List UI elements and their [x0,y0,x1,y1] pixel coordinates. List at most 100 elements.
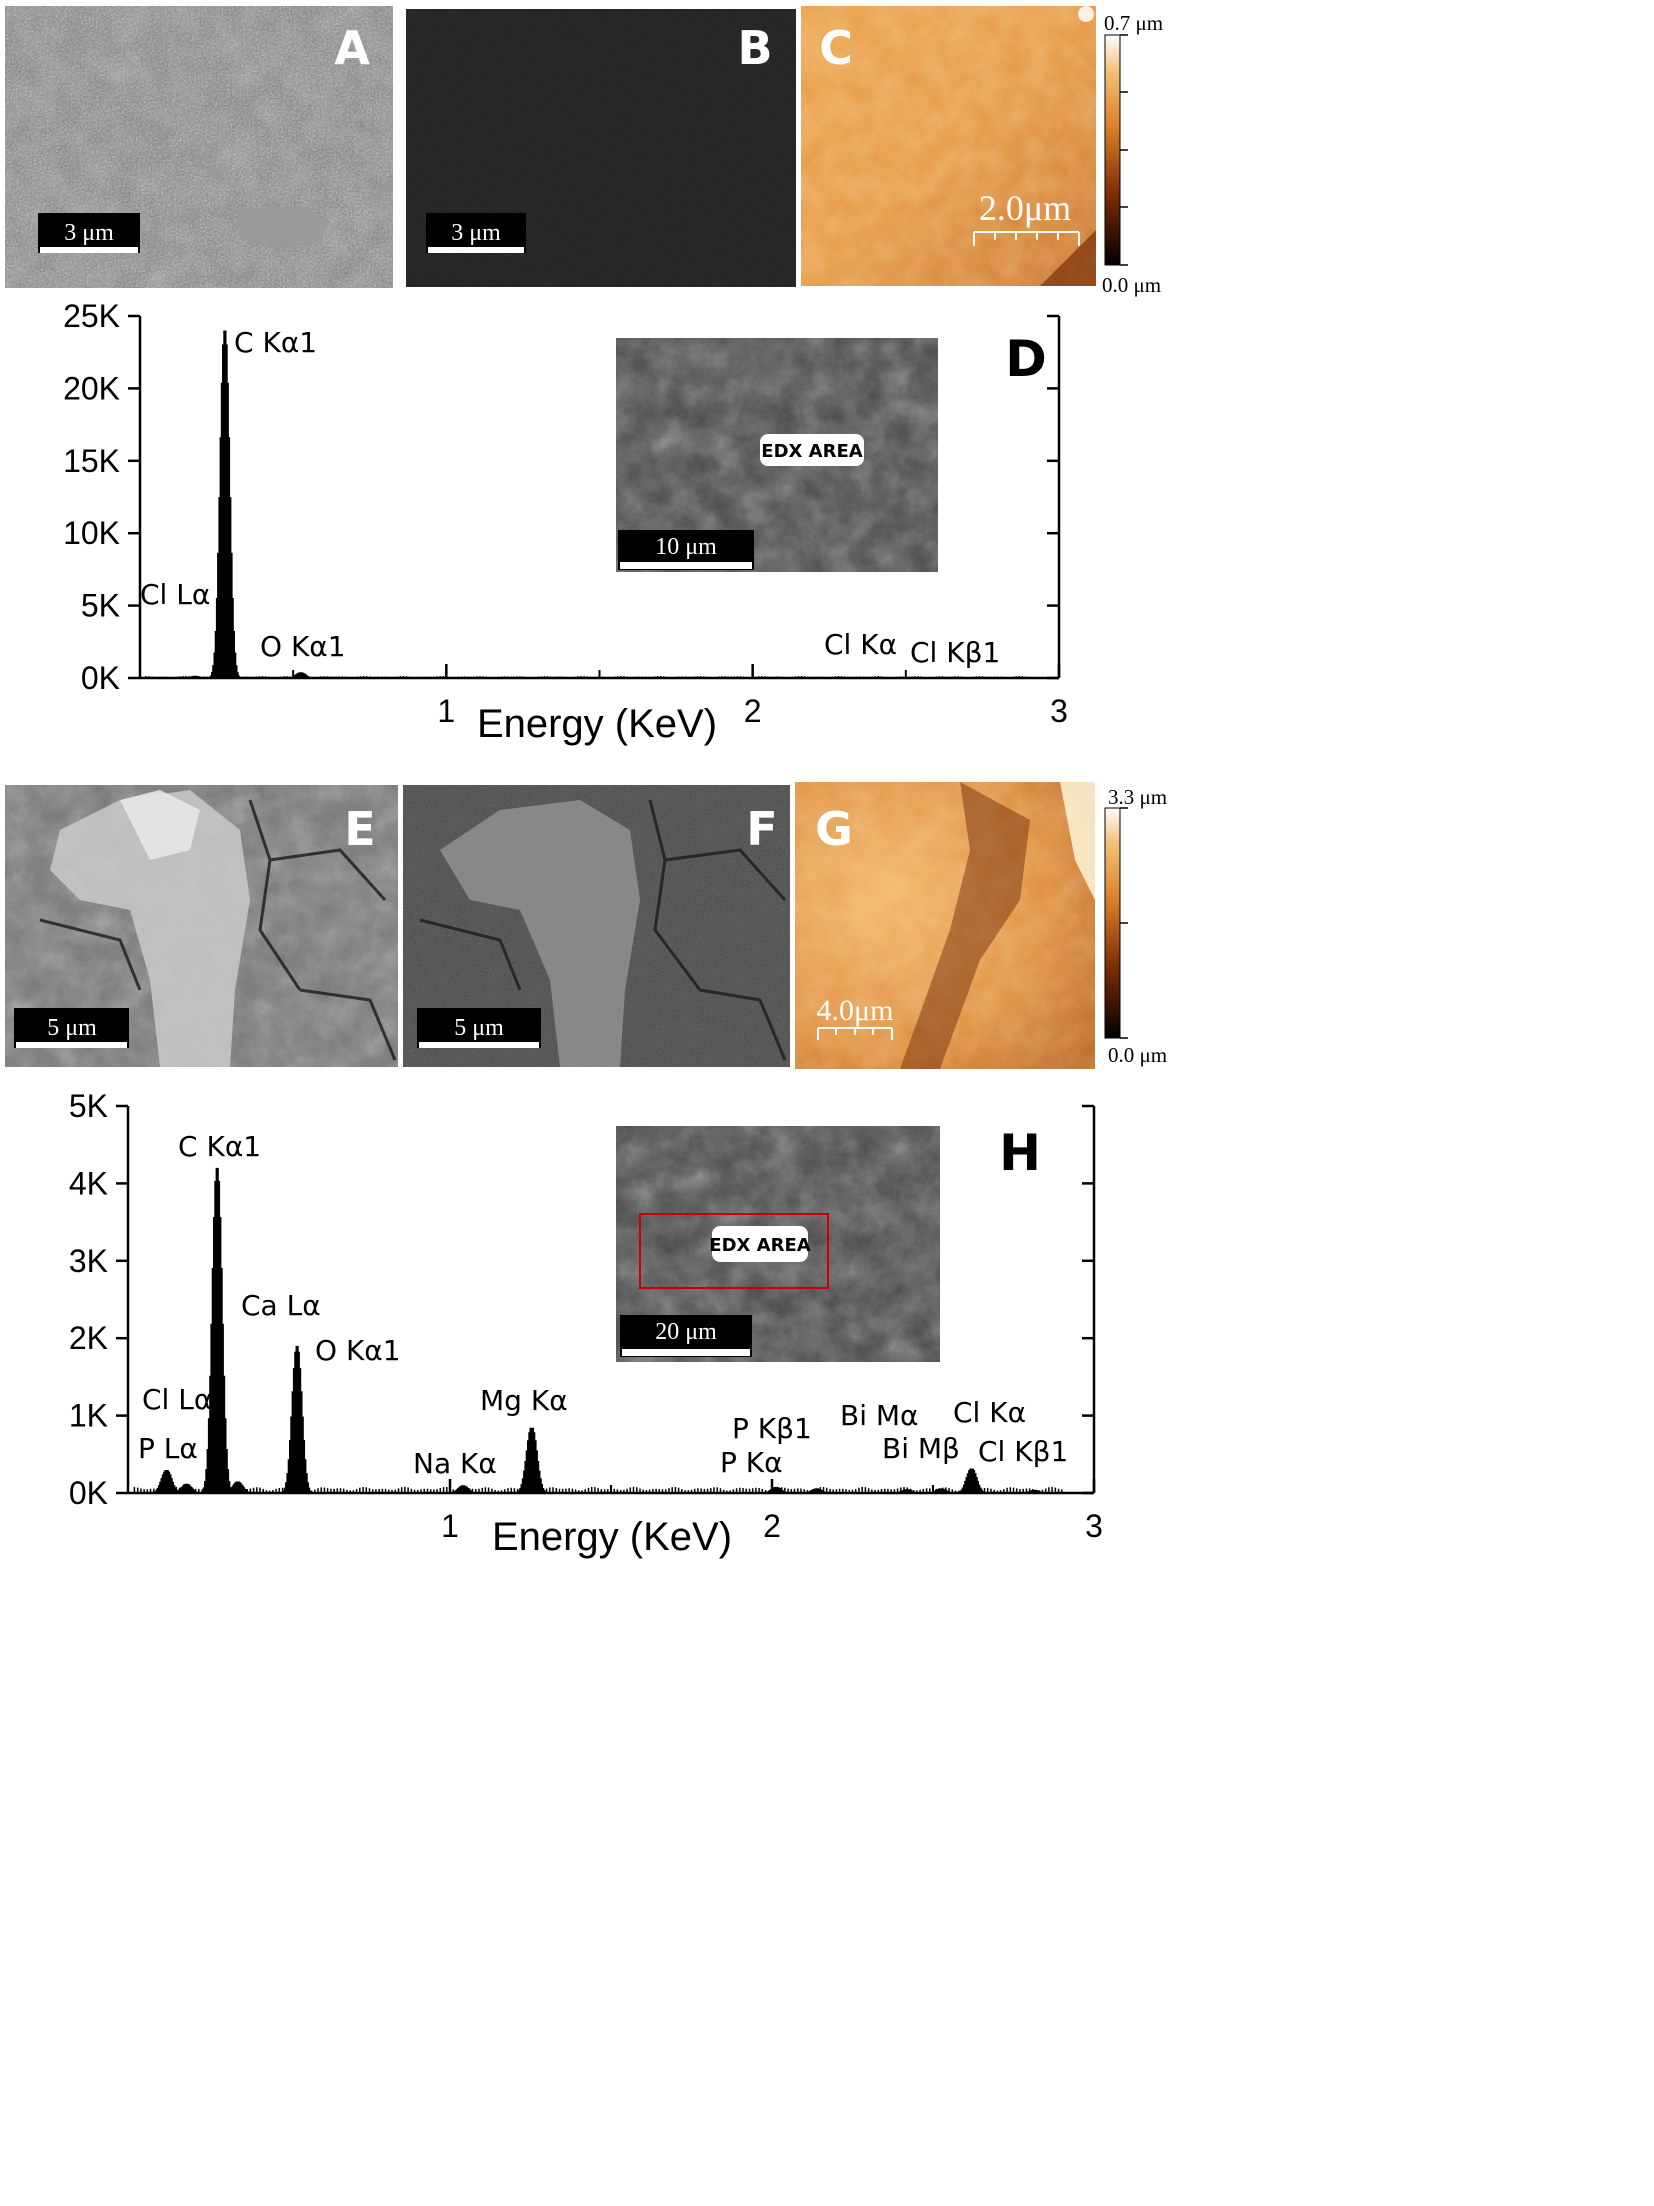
bright-particle-e [50,790,250,1067]
panel-letter: D [1005,330,1047,388]
scalebar-bg-a [38,213,140,253]
scalebar-bg-b [426,213,526,253]
peak-bar [206,330,244,678]
scalebar-ticks-c [973,231,1080,246]
scalebar-label-g: 4.0μm [817,994,894,1027]
peak-label: Cl Kβ1 [910,636,1000,669]
cracks-f [419,799,787,1061]
y-tick-label: 1K [69,1398,108,1434]
peak-bar [512,1427,551,1493]
colorbar-min-g: 0.0 μm [1108,1043,1167,1067]
peak-label: P Kβ1 [732,1412,812,1445]
colorbar-max-g: 3.3 μm [1108,785,1167,809]
scalebar-label-c: 2.0μm [979,188,1071,228]
afm-dark-corner-c [1040,230,1096,286]
peak-label: Bi Mα [840,1399,919,1432]
peak-bar [1019,1489,1050,1493]
panel-b: 3 μm B [406,9,796,287]
afm-shadow-g [900,782,1030,1069]
panel-c: 2.0μm C 0.7 μm 0.0 μm [801,6,1163,297]
edx-spectrum-d: 0K 5K 10K 15K 20K 25K 1 2 3 Energy (KeV) C Kα1 O Kα… [63,298,1068,746]
y-tick-label: 3K [69,1243,108,1279]
panel-a: 3 μm A [5,6,393,288]
y-tick-label: 0K [81,660,120,696]
peak-label: Cl Kα [953,1396,1026,1429]
inset-scalebar-label: 20 μm [655,1319,717,1345]
panel-letter-e: E [344,802,375,856]
peak-label: Cl Lα [142,1383,212,1416]
peak-bar [285,672,317,678]
x-tick-label: 2 [744,693,762,729]
peak-label: Na Kα [413,1447,497,1480]
scalebar-bg-f [417,1008,541,1048]
y-tick-label: 5K [81,588,120,624]
y-tick-label: 5K [69,1088,108,1124]
afm-bright-spot-c [1078,6,1094,22]
colorbar-g [1104,807,1121,1039]
edx-area-label: EDX AREA [709,1235,810,1256]
colorbar-min-c: 0.0 μm [1102,273,1161,297]
peak-bar [953,1468,990,1493]
x-tick-label: 1 [437,693,455,729]
scalebar-ticks-g [817,1027,893,1040]
panel-f: 5 μm F [403,785,790,1067]
edx-area-tag [712,1226,808,1262]
y-tick-label: 25K [63,298,120,334]
panel-letter: H [999,1124,1041,1182]
panel-e: 5 μm E [5,785,398,1067]
cracks-e [39,799,397,1061]
panel-letter-c: C [819,21,853,75]
scalebar-label-e: 5 μm [47,1015,97,1041]
scalebar-line-a [40,247,138,253]
edx-area-label: EDX AREA [761,441,862,462]
y-tick-label: 2K [69,1320,108,1356]
edx-area-tag [760,434,864,466]
y-tick-label: 15K [63,443,120,479]
peak-bar [197,1167,237,1493]
scalebar-bg-e [14,1008,129,1048]
inset-scalebar-line [620,562,752,569]
colorbar-max-c: 0.7 μm [1104,11,1163,35]
panel-letter-g: G [815,802,853,856]
y-tick-label: 0K [69,1475,108,1511]
x-axis-label: Energy (KeV) [492,1515,732,1559]
peak-bar [925,1488,957,1493]
peak-label: Cl Kα [824,628,897,661]
inset-scalebar-label: 10 μm [655,534,717,560]
peak-label: C Kα1 [178,1130,261,1163]
peak-bar [221,1481,255,1493]
peak-bar [278,1345,316,1493]
afm-texture-g [795,782,1095,1069]
bright-particle-e2 [120,790,200,860]
peak-label: Bi Mβ [882,1432,960,1465]
colorbar-ticks-g [1120,807,1128,1039]
peak-bar [892,1489,923,1493]
x-tick-label: 2 [763,1508,781,1544]
peak-label: Cl Kβ1 [978,1435,1068,1468]
x-tick-label: 1 [441,1508,459,1544]
scalebar-label-f: 5 μm [454,1015,504,1041]
peak-label: Cl Lα [140,578,210,611]
panel-letter-f: F [746,802,777,856]
y-tick-label: 20K [63,370,120,406]
inset-scalebar-line [622,1349,750,1356]
peak-bar [446,1485,480,1493]
peak-label: Mg Kα [480,1384,568,1417]
peak-bar [181,675,209,678]
afm-texture-c [801,6,1096,286]
x-tick-label: 3 [1050,693,1068,729]
afm-bright-edge-g [1060,782,1095,900]
scalebar-label-b: 3 μm [451,220,501,246]
peak-bar [759,1486,793,1493]
colorbar-ticks-c [1120,34,1128,266]
particle-a [238,205,330,248]
panel-letter-b: B [737,21,772,75]
peak-label: Ca Lα [241,1289,321,1322]
colorbar-c [1104,34,1121,266]
edx-spectrum-h: 0K 1K 2K 3K 4K 5K 1 2 3 Energy (KeV) C Kα1 O Kα1 Ca … [69,1088,1103,1559]
peak-bar [801,1488,832,1493]
peak-label: O Kα1 [315,1334,401,1367]
panel-g: 4.0μm G 3.3 μm 0.0 μm [795,782,1167,1069]
bright-region-f [440,800,640,1067]
